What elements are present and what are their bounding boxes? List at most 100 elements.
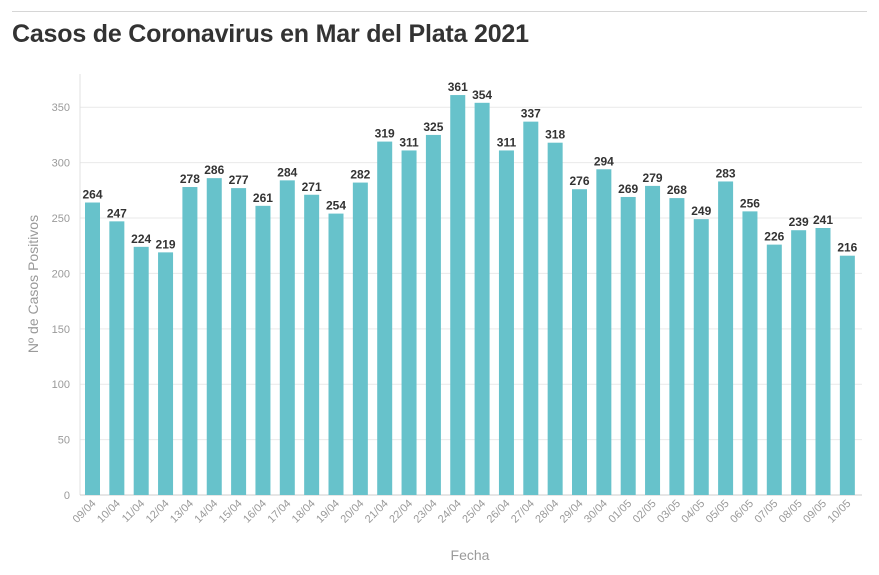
x-tick-label: 02/05 [631, 498, 659, 526]
y-tick-label: 250 [52, 213, 70, 225]
x-tick-label: 21/04 [363, 498, 391, 526]
bar-value-label: 361 [448, 80, 468, 94]
bar-value-label: 249 [691, 204, 711, 218]
x-tick-label: 09/04 [71, 498, 99, 526]
y-tick-label: 300 [52, 158, 70, 170]
bar-value-label: 226 [764, 230, 784, 244]
bar[interactable] [255, 205, 271, 495]
bar-value-label: 276 [569, 174, 589, 188]
x-axis-title: Fecha [451, 547, 490, 563]
bar[interactable] [352, 182, 368, 496]
x-tick-label: 30/04 [582, 498, 610, 526]
bar[interactable] [766, 244, 782, 495]
bar[interactable] [547, 142, 563, 496]
bar-value-label: 325 [423, 120, 443, 134]
bar[interactable] [377, 141, 393, 495]
x-tick-label: 28/04 [533, 498, 561, 526]
x-tick-label: 22/04 [387, 498, 415, 526]
x-tick-label: 08/05 [777, 498, 805, 526]
bar[interactable] [279, 180, 295, 495]
x-tick-label: 13/04 [168, 498, 196, 526]
bar[interactable] [206, 178, 222, 496]
bar-value-label: 282 [350, 168, 370, 182]
bar[interactable] [523, 121, 539, 496]
x-tick-label: 15/04 [217, 498, 245, 526]
x-tick-label: 14/04 [192, 498, 220, 526]
bar-value-label: 294 [594, 154, 614, 168]
bar[interactable] [328, 213, 344, 496]
x-tick-label: 20/04 [339, 498, 367, 526]
x-tick-label: 17/04 [265, 498, 293, 526]
bar[interactable] [109, 221, 125, 495]
x-tick-label: 24/04 [436, 498, 464, 526]
bar-value-label: 271 [302, 180, 322, 194]
bar[interactable] [450, 95, 466, 496]
bar[interactable] [85, 202, 100, 495]
x-tick-label: 05/05 [704, 498, 732, 526]
x-tick-label: 10/04 [95, 498, 123, 526]
y-tick-label: 100 [52, 379, 70, 391]
bar[interactable] [498, 150, 514, 495]
bar-value-label: 311 [399, 135, 419, 149]
bar[interactable] [231, 188, 247, 495]
chart-title: Casos de Coronavirus en Mar del Plata 20… [12, 20, 529, 48]
top-divider [12, 11, 867, 12]
bar[interactable] [742, 211, 758, 495]
bar[interactable] [425, 134, 441, 495]
x-tick-label: 01/05 [606, 498, 634, 526]
bar-value-label: 354 [472, 88, 492, 102]
bar-value-label: 278 [180, 172, 200, 186]
bar[interactable] [572, 189, 587, 495]
x-tick-label: 27/04 [509, 498, 537, 526]
bar-value-label: 279 [643, 171, 663, 185]
bar-value-label: 283 [716, 166, 736, 180]
bar-value-label: 256 [740, 196, 760, 210]
y-tick-label: 350 [52, 102, 70, 114]
bar[interactable] [718, 181, 734, 495]
bar-value-label: 319 [375, 127, 395, 141]
bar-value-label: 284 [277, 165, 297, 179]
bar[interactable] [620, 196, 636, 495]
bar[interactable] [304, 194, 320, 495]
bar[interactable] [401, 150, 417, 495]
x-tick-label: 12/04 [144, 498, 172, 526]
y-tick-label: 0 [64, 490, 70, 502]
x-tick-label: 18/04 [290, 498, 318, 526]
bar-value-label: 311 [497, 135, 517, 149]
bar[interactable] [133, 246, 149, 495]
bar-value-label: 277 [229, 173, 249, 187]
x-tick-label: 10/05 [826, 498, 854, 526]
bar-value-label: 239 [789, 215, 809, 229]
y-tick-label: 50 [58, 435, 70, 447]
bar[interactable] [596, 169, 612, 496]
bar-value-label: 269 [618, 182, 638, 196]
bar[interactable] [645, 185, 661, 495]
bar[interactable] [839, 255, 855, 495]
x-tick-label: 26/04 [485, 498, 513, 526]
bar[interactable] [474, 102, 490, 495]
bar[interactable] [693, 219, 709, 495]
x-tick-label: 25/04 [460, 498, 488, 526]
x-tick-label: 03/05 [655, 498, 683, 526]
x-tick-label: 11/04 [120, 498, 147, 525]
bar-value-label: 261 [253, 191, 273, 205]
bar-value-label: 247 [107, 206, 127, 220]
x-tick-label: 04/05 [679, 498, 707, 526]
y-axis-title: Nº de Casos Positivos [25, 215, 41, 353]
bar-value-label: 219 [156, 237, 176, 251]
bar-value-label: 286 [204, 163, 224, 177]
bar-value-label: 268 [667, 183, 687, 197]
bar-value-label: 318 [545, 128, 565, 142]
bar-value-label: 224 [131, 232, 151, 246]
bar-value-label: 337 [521, 107, 541, 121]
x-tick-label: 23/04 [412, 498, 440, 526]
y-tick-label: 200 [52, 268, 70, 280]
bar-value-label: 254 [326, 199, 346, 213]
bar[interactable] [815, 227, 831, 495]
bar-value-label: 241 [813, 213, 833, 227]
bar[interactable] [669, 198, 685, 495]
bar[interactable] [158, 252, 174, 495]
bar[interactable] [791, 230, 807, 495]
bar[interactable] [182, 187, 198, 496]
